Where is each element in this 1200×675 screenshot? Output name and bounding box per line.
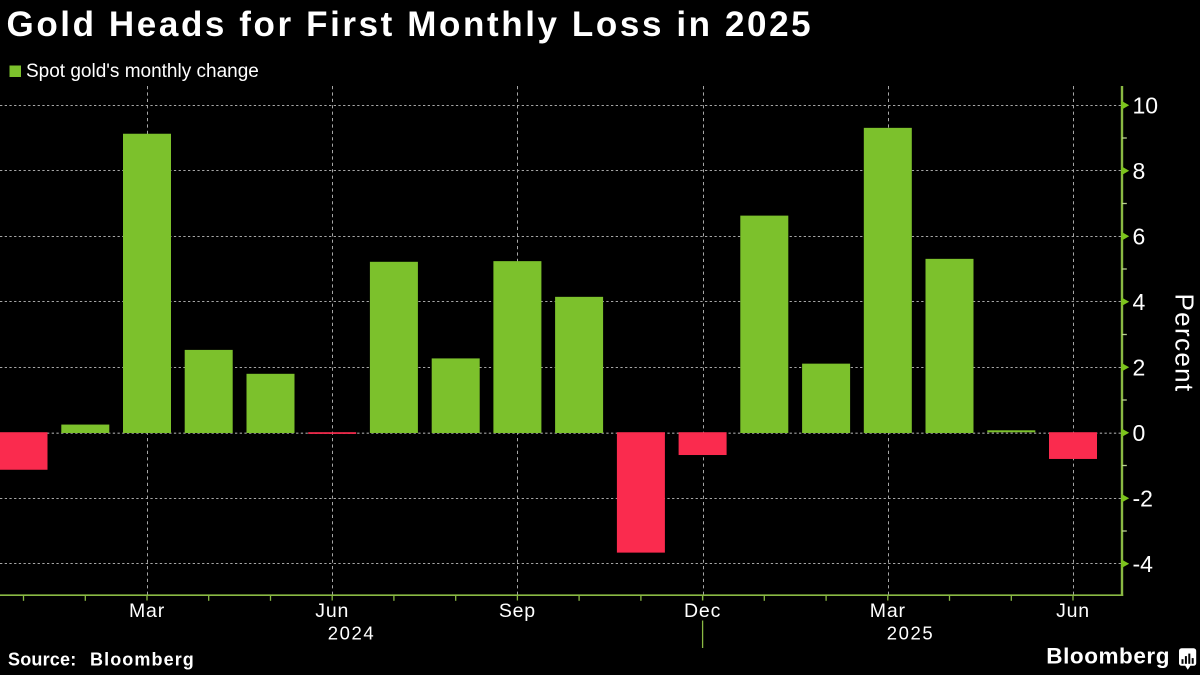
svg-text:-2: -2 — [1133, 486, 1153, 512]
svg-text:Gold Heads for First Monthly L: Gold Heads for First Monthly Loss in 202… — [7, 5, 814, 44]
svg-text:Percent: Percent — [1170, 293, 1200, 392]
svg-text:Mar: Mar — [870, 600, 906, 622]
svg-text:Bloomberg: Bloomberg — [90, 650, 195, 670]
svg-text:6: 6 — [1133, 224, 1146, 250]
svg-text:2025: 2025 — [887, 623, 935, 644]
svg-text:Jun: Jun — [315, 600, 349, 622]
svg-text:Source:: Source: — [8, 650, 76, 670]
svg-text:2024: 2024 — [328, 623, 376, 644]
svg-text:4: 4 — [1133, 289, 1146, 315]
svg-text:0: 0 — [1133, 420, 1146, 446]
svg-text:2: 2 — [1133, 355, 1146, 381]
svg-text:-4: -4 — [1133, 551, 1154, 577]
svg-text:Sep: Sep — [499, 600, 536, 622]
svg-text:8: 8 — [1133, 158, 1146, 184]
svg-text:Spot gold's monthly change: Spot gold's monthly change — [26, 61, 259, 82]
svg-text:Mar: Mar — [129, 600, 165, 622]
svg-text:Jun: Jun — [1056, 600, 1090, 622]
svg-text:Bloomberg: Bloomberg — [1046, 644, 1170, 669]
svg-text:10: 10 — [1133, 93, 1159, 119]
svg-text:Dec: Dec — [684, 600, 721, 622]
